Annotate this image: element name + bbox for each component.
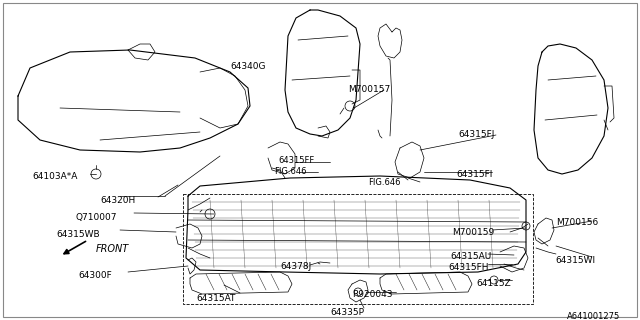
Text: FIG.646: FIG.646 bbox=[274, 167, 307, 176]
Text: Q710007: Q710007 bbox=[76, 213, 118, 222]
Text: FIG.646: FIG.646 bbox=[368, 178, 401, 187]
Text: 64315AU: 64315AU bbox=[450, 252, 492, 261]
Text: 64315FH: 64315FH bbox=[448, 263, 488, 272]
Text: 64378J: 64378J bbox=[280, 262, 311, 271]
Text: 64335P: 64335P bbox=[330, 308, 364, 317]
Text: M700157: M700157 bbox=[348, 85, 390, 94]
Text: 64103A*A: 64103A*A bbox=[32, 172, 77, 181]
Text: A641001275: A641001275 bbox=[567, 312, 620, 320]
Text: 64320H: 64320H bbox=[100, 196, 135, 205]
Text: 64315FJ: 64315FJ bbox=[458, 130, 494, 139]
Text: 64315FF: 64315FF bbox=[278, 156, 314, 165]
Text: R920043: R920043 bbox=[352, 290, 392, 299]
Text: 64315WI: 64315WI bbox=[555, 256, 595, 265]
Text: 64300F: 64300F bbox=[78, 271, 112, 280]
Text: 64315FI: 64315FI bbox=[456, 170, 492, 179]
Text: M700156: M700156 bbox=[556, 218, 598, 227]
Text: 64315AT: 64315AT bbox=[196, 294, 236, 303]
Text: 64340G: 64340G bbox=[230, 62, 266, 71]
Text: 64315WB: 64315WB bbox=[56, 230, 100, 239]
Bar bbox=[183, 194, 533, 304]
Text: M700159: M700159 bbox=[452, 228, 494, 237]
Text: FRONT: FRONT bbox=[96, 244, 129, 254]
Text: 64115Z: 64115Z bbox=[476, 279, 511, 288]
